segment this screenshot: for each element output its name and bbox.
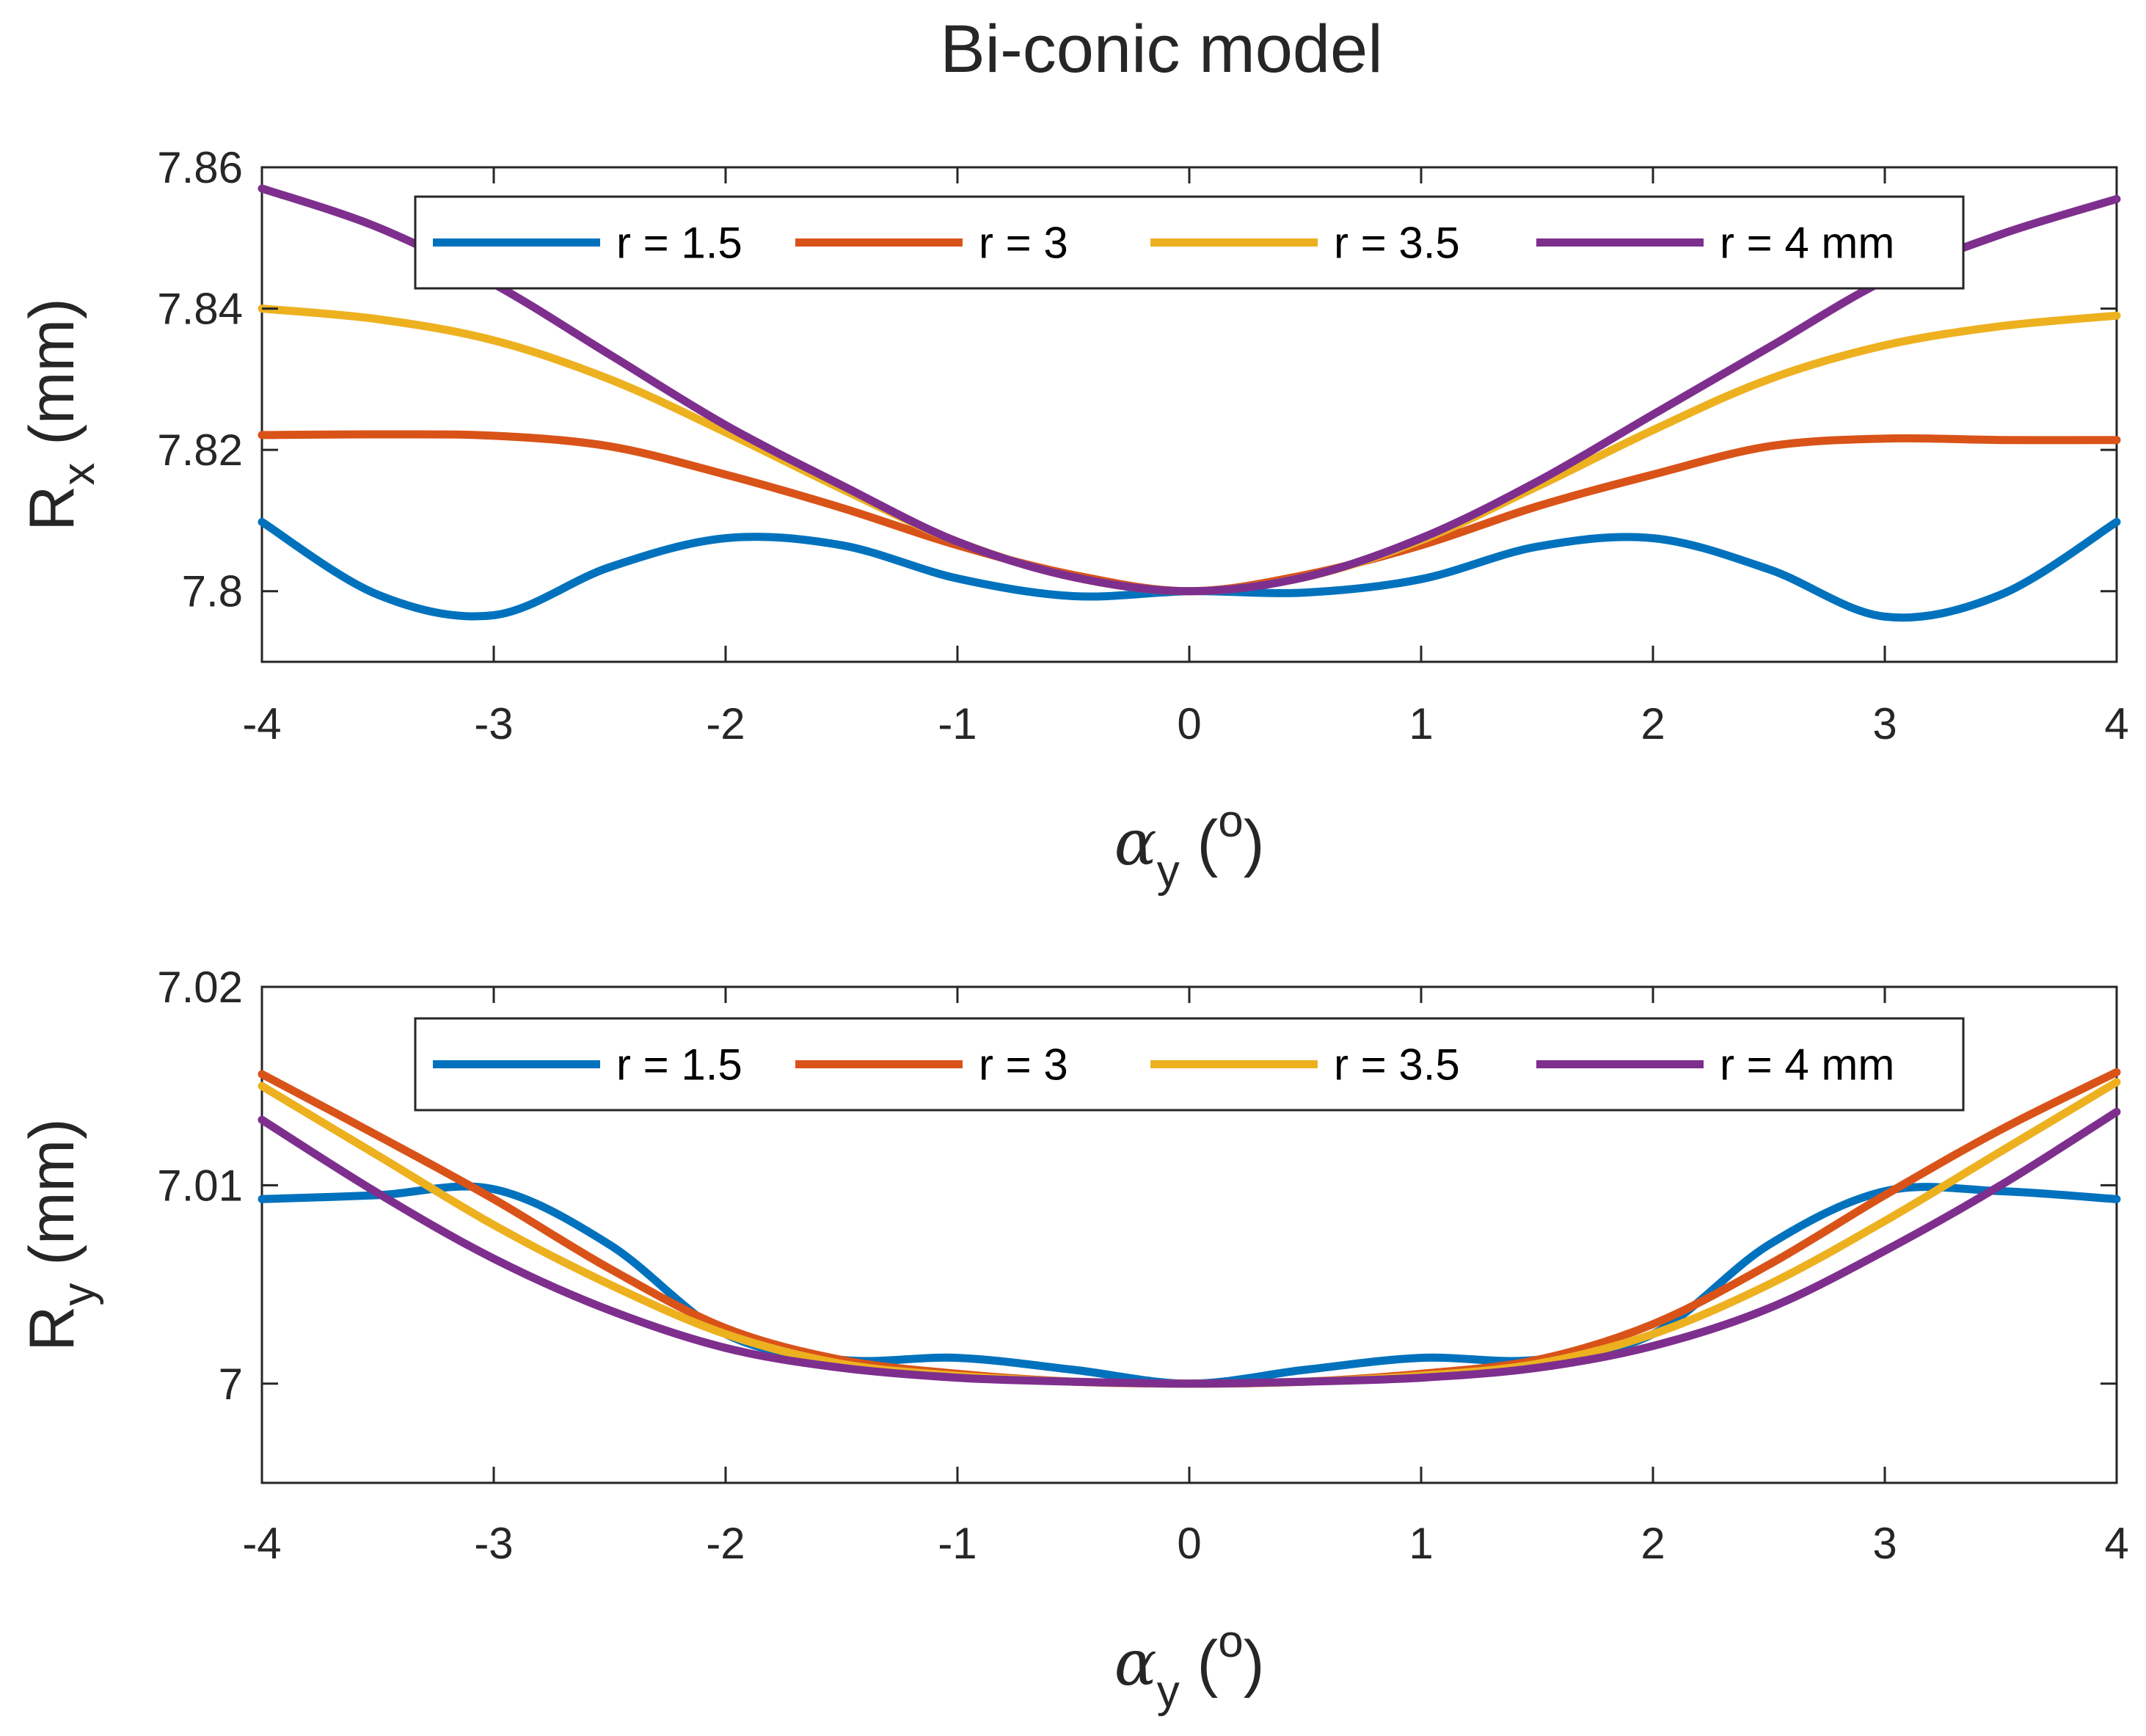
legend-label: r = 3	[979, 1040, 1068, 1090]
legend-label: r = 3	[979, 219, 1068, 268]
x-tick-label: 3	[1872, 1519, 1897, 1568]
x-tick-label: -1	[938, 699, 977, 748]
figure-title: Bi-conic model	[940, 12, 1382, 87]
y-tick-label: 7	[219, 1360, 243, 1409]
y-tick-label: 7.02	[157, 963, 243, 1012]
x-tick-label: 4	[2104, 699, 2128, 748]
y-axis-label: Rx (mm)	[17, 298, 104, 531]
plot-area	[258, 184, 2121, 622]
x-tick-label: -2	[706, 1519, 745, 1568]
x-tick-label: 1	[1409, 1519, 1433, 1568]
legend-label: r = 1.5	[616, 219, 742, 268]
x-tick-label: 4	[2104, 1519, 2128, 1568]
y-tick-label: 7.84	[157, 285, 243, 334]
x-tick-label: -2	[706, 699, 745, 748]
x-axis-label: αy (o)	[1114, 1616, 1265, 1717]
x-tick-label: 3	[1872, 699, 1897, 748]
subplot-2: -4 -3 -2 -1 0 1 2 3 4 7 7.01 7.02 αy (o) Ry (mm) r = 1…	[17, 963, 2129, 1717]
legend: r = 1.5 r = 3 r = 3.5 r = 4 mm	[414, 1017, 1965, 1112]
x-tick-label: 0	[1177, 699, 1201, 748]
x-tick-label: 0	[1177, 1519, 1201, 1568]
y-tick-label: 7.86	[157, 143, 243, 192]
y-tick-label: 7.82	[157, 426, 243, 475]
y-axis-label: Ry (mm)	[17, 1118, 104, 1352]
legend-label: r = 3.5	[1334, 219, 1460, 268]
x-tick-label: 2	[1640, 699, 1665, 748]
legend-label: r = 4 mm	[1720, 219, 1894, 268]
x-tick-label: -3	[474, 1519, 513, 1568]
x-tick-label: 1	[1409, 699, 1433, 748]
series-line-4	[258, 1107, 2121, 1388]
x-tick-label: -4	[242, 699, 281, 748]
y-tick-label: 7.01	[157, 1161, 243, 1210]
plot-area	[258, 1068, 2121, 1388]
legend-label: r = 1.5	[616, 1040, 742, 1090]
legend-label: r = 3.5	[1334, 1040, 1460, 1090]
legend: r = 1.5 r = 3 r = 3.5 r = 4 mm	[414, 195, 1965, 290]
y-tick-label: 7.8	[182, 567, 243, 616]
legend-label: r = 4 mm	[1720, 1040, 1894, 1090]
series-line-4	[258, 184, 2121, 596]
x-tick-label: -1	[938, 1519, 977, 1568]
subplot-1: -4 -3 -2 -1 0 1 2 3 4 7.8 7.82 7.84 7.86 αy (o) Rx (mm…	[17, 143, 2129, 897]
x-axis-label: αy (o)	[1114, 796, 1265, 897]
x-tick-label: -4	[242, 1519, 281, 1568]
panels: -4 -3 -2 -1 0 1 2 3 4 7.8 7.82 7.84 7.86 αy (o) Rx (mm…	[17, 143, 2129, 1717]
x-tick-label: -3	[474, 699, 513, 748]
x-tick-label: 2	[1640, 1519, 1665, 1568]
